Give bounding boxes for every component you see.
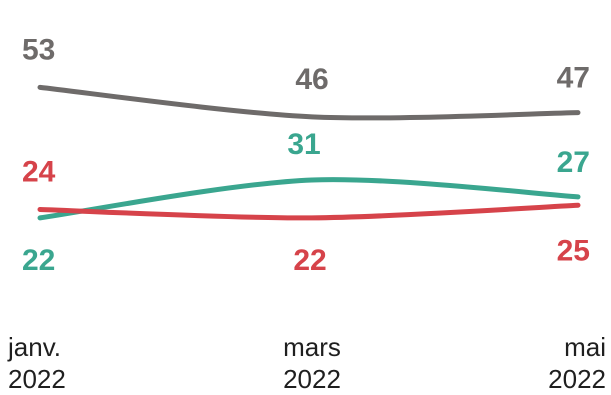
series-lines	[37, 84, 581, 221]
data-label: 24	[22, 155, 56, 188]
data-label: 47	[557, 62, 590, 95]
data-label: 22	[22, 244, 55, 277]
data-label: 25	[557, 234, 590, 267]
x-tick-label: mars 2022	[283, 332, 341, 394]
data-labels: 53 46 47 22 31 27 24 22 25	[22, 33, 590, 277]
data-label: 27	[557, 146, 590, 179]
x-tick-label: mai 2022	[548, 332, 606, 394]
x-tick-label: janv. 2022	[7, 332, 66, 394]
data-label: 46	[295, 63, 328, 96]
data-label: 22	[293, 244, 326, 277]
series-line-2	[37, 202, 581, 221]
x-axis-tick-labels: janv. 2022 mars 2022 mai 2022	[7, 332, 606, 394]
data-label: 31	[287, 128, 320, 161]
series-line-0	[37, 84, 581, 121]
series-line-1	[37, 177, 581, 221]
data-label: 53	[22, 33, 55, 66]
